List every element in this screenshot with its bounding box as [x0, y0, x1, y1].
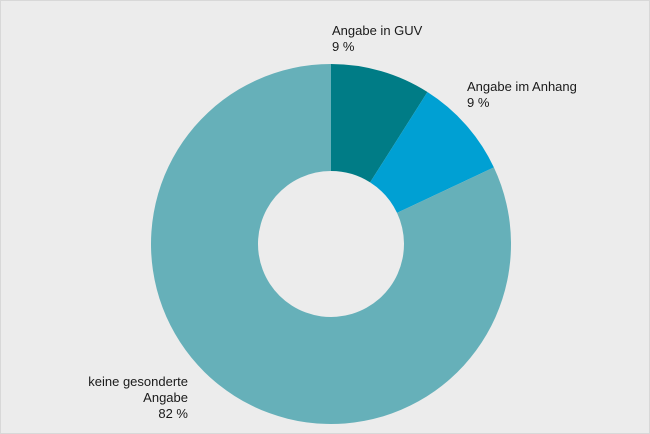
donut-segment: [331, 64, 428, 183]
value-label: 82 %: [158, 406, 188, 421]
value-label: 9 %: [332, 39, 355, 54]
category-label: Angabe im Anhang: [467, 79, 577, 94]
segment-label: keine gesonderte Angabe 82 %: [38, 374, 188, 422]
value-label: 9 %: [467, 95, 490, 110]
segment-label: Angabe in GUV 9 %: [332, 23, 532, 55]
segment-label: Angabe im Anhang 9 %: [467, 79, 637, 111]
category-label: Angabe in GUV: [332, 23, 423, 38]
category-label: keine gesonderte Angabe: [88, 374, 188, 405]
donut-segment: [370, 92, 494, 213]
donut-segment: [150, 64, 511, 425]
